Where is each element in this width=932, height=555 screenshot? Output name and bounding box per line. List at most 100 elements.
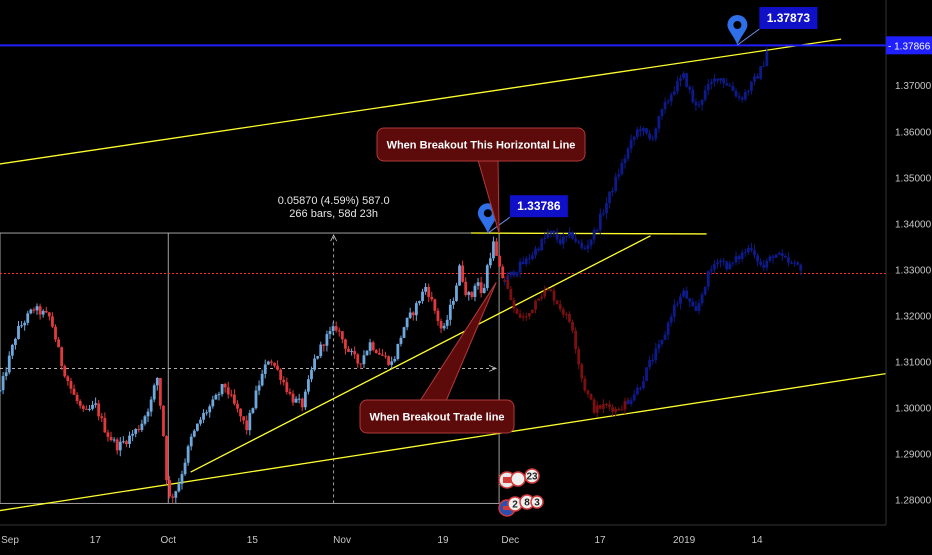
projection-recovery-candle-body: [740, 252, 744, 260]
projection-down-candle-body: [558, 304, 562, 310]
candle-body: [288, 391, 292, 394]
projection-up-candle-body: [734, 90, 738, 97]
callout-box: [376, 127, 586, 162]
projection-up-candle-body: [759, 66, 763, 79]
candle-body: [427, 286, 431, 297]
candle-body: [0, 390, 2, 392]
candle-body: [479, 282, 483, 293]
projection-down-candle-body: [512, 300, 516, 309]
candle-body: [23, 322, 27, 326]
callout-text: When Breakout Trade line: [369, 412, 504, 424]
candle-body: [350, 351, 353, 353]
projection-up-candle-body: [700, 99, 704, 105]
y-tick-label: 1.33000: [895, 265, 932, 276]
projection-up-candle-body: [524, 258, 528, 265]
flag-us-icon-mark: [503, 506, 511, 510]
projection-up-candle-body: [617, 174, 621, 177]
candle-body: [103, 417, 107, 433]
y-tick-label: 1.35000: [895, 173, 932, 184]
projection-up-candle-body: [731, 86, 735, 91]
candle-body: [214, 394, 218, 400]
projection-down-candle-body: [521, 316, 525, 318]
projection-down-candle-body: [549, 289, 553, 291]
candle-body: [297, 398, 301, 400]
projection-recovery-candle-body: [771, 256, 775, 258]
projection-up-candle-body: [580, 242, 584, 248]
candle-body: [273, 362, 276, 366]
candle-body: [44, 310, 48, 313]
price-marker-label: 1.37873: [767, 11, 811, 25]
candle-body: [328, 331, 332, 335]
projection-up-candle-body: [629, 139, 633, 149]
candle-body: [168, 480, 172, 497]
projection-recovery-candle-body: [669, 316, 673, 323]
measure-box: [0, 232, 500, 504]
projection-recovery-candle-body: [737, 256, 741, 260]
projection-recovery-candle-body: [663, 334, 667, 340]
projection-down-candle-body: [509, 288, 513, 301]
projection-recovery-candle-body: [660, 339, 664, 345]
candle-body: [408, 312, 412, 318]
price-marker-box: [759, 6, 818, 29]
projection-recovery-candle-body: [691, 301, 695, 307]
projection-up-candle-body: [682, 73, 685, 79]
projection-up-candle-body: [614, 176, 618, 191]
projection-up-candle-body: [549, 230, 553, 234]
projection-up-candle-body: [746, 91, 750, 93]
projection-up-candle-body: [589, 239, 593, 246]
projection-recovery-candle-body: [722, 260, 726, 262]
candle-body: [442, 325, 446, 329]
event-badge-label: 3: [534, 498, 540, 509]
x-tick-label: 17: [594, 535, 606, 546]
projection-recovery-candle-body: [759, 261, 763, 265]
candle-body: [32, 309, 36, 311]
price-marker-box: [509, 195, 568, 218]
event-badge: [524, 468, 540, 484]
projection-recovery-candle-body: [753, 250, 756, 256]
candle-body: [310, 369, 313, 380]
projection-recovery-candle-body: [774, 254, 778, 258]
projection-down-candle-body: [527, 313, 531, 317]
projection-up-candle-body: [762, 66, 766, 68]
projection-up-candle-body: [679, 78, 682, 81]
projection-up-candle-body: [577, 241, 581, 243]
candle-body: [202, 412, 205, 420]
projection-recovery-candle-body: [642, 381, 645, 389]
projection-down-candle-body: [534, 300, 537, 310]
projection-recovery-candle-body: [713, 264, 716, 270]
marker-connector: [737, 28, 760, 46]
candle-body: [69, 381, 73, 389]
projection-recovery-candle-body: [731, 262, 735, 264]
projection-recovery-candle-body: [700, 294, 704, 304]
projection-recovery-candle-body: [790, 262, 793, 264]
candle-body: [448, 304, 452, 320]
projection-up-candle-body: [564, 236, 568, 238]
candle-body: [482, 288, 486, 293]
projection-recovery-candle-body: [709, 269, 713, 272]
location-pin-icon: [727, 14, 748, 45]
candle-body: [41, 310, 45, 315]
candle-body: [501, 266, 505, 278]
candle-body: [266, 361, 270, 365]
candle-body: [402, 327, 406, 338]
candle-body: [223, 384, 227, 388]
projection-up-candle-body: [512, 271, 516, 276]
projection-down-candle-body: [552, 290, 556, 301]
candle-body: [245, 420, 249, 431]
projection-up-candle-body: [728, 85, 732, 87]
candle-body: [485, 265, 489, 289]
candle-body: [66, 376, 70, 382]
candle-body: [279, 369, 283, 380]
projection-recovery-candle-body: [629, 400, 633, 405]
candle-body: [75, 394, 79, 402]
candle-body: [276, 365, 279, 370]
y-tick-label: 1.31000: [895, 358, 932, 369]
candle-body: [149, 399, 153, 412]
y-tick-label: 1.29000: [895, 450, 932, 461]
projection-recovery-candle-body: [675, 303, 679, 305]
projection-up-candle-body: [598, 213, 602, 230]
projection-down-candle-body: [537, 298, 541, 301]
projection-up-candle-body: [709, 81, 713, 85]
